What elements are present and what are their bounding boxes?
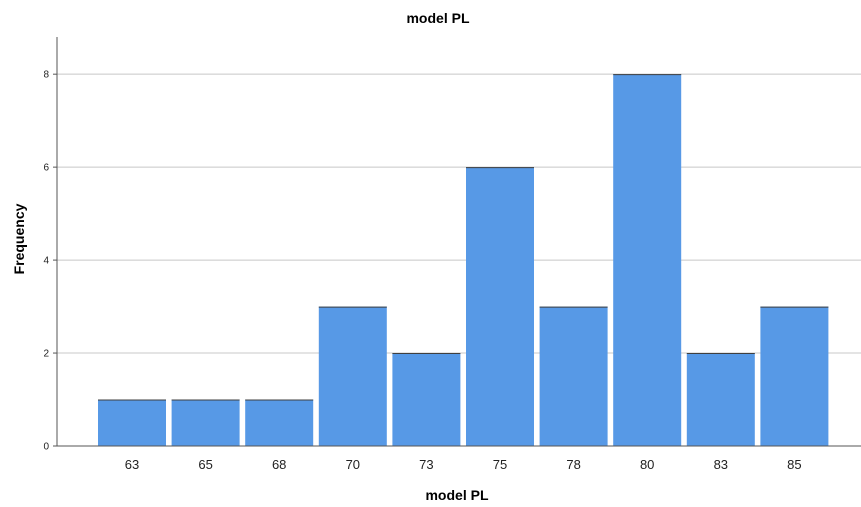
- bar: [686, 353, 755, 446]
- y-tick-label: 4: [43, 256, 49, 267]
- axes: [53, 37, 861, 447]
- bar: [539, 306, 608, 446]
- x-tick-label: 73: [419, 457, 433, 472]
- x-tick-label: 63: [125, 457, 139, 472]
- y-tick-label: 2: [43, 349, 49, 360]
- x-tick-label: 80: [640, 457, 654, 472]
- x-tick-label: 83: [714, 457, 728, 472]
- bars: [98, 74, 829, 447]
- y-tick-label: 6: [43, 163, 49, 174]
- bar: [760, 306, 829, 446]
- x-tick-label: 65: [198, 457, 212, 472]
- x-tick-label: 78: [566, 457, 580, 472]
- chart-title: model PL: [406, 10, 469, 26]
- x-tick-label: 70: [346, 457, 360, 472]
- bar: [245, 399, 314, 446]
- y-tick-label: 0: [43, 442, 49, 453]
- gridlines: [57, 73, 861, 354]
- bar: [613, 74, 682, 446]
- x-axis-label: model PL: [425, 487, 488, 503]
- bar: [392, 353, 461, 446]
- bar: [466, 167, 534, 447]
- x-tick-label: 68: [272, 457, 286, 472]
- bar: [98, 399, 166, 446]
- bar: [318, 306, 387, 446]
- x-tick-label: 85: [787, 457, 801, 472]
- bar: [171, 399, 240, 446]
- y-axis-label: Frequency: [11, 203, 27, 274]
- x-tick-label: 75: [493, 457, 507, 472]
- y-tick-label: 8: [43, 70, 49, 81]
